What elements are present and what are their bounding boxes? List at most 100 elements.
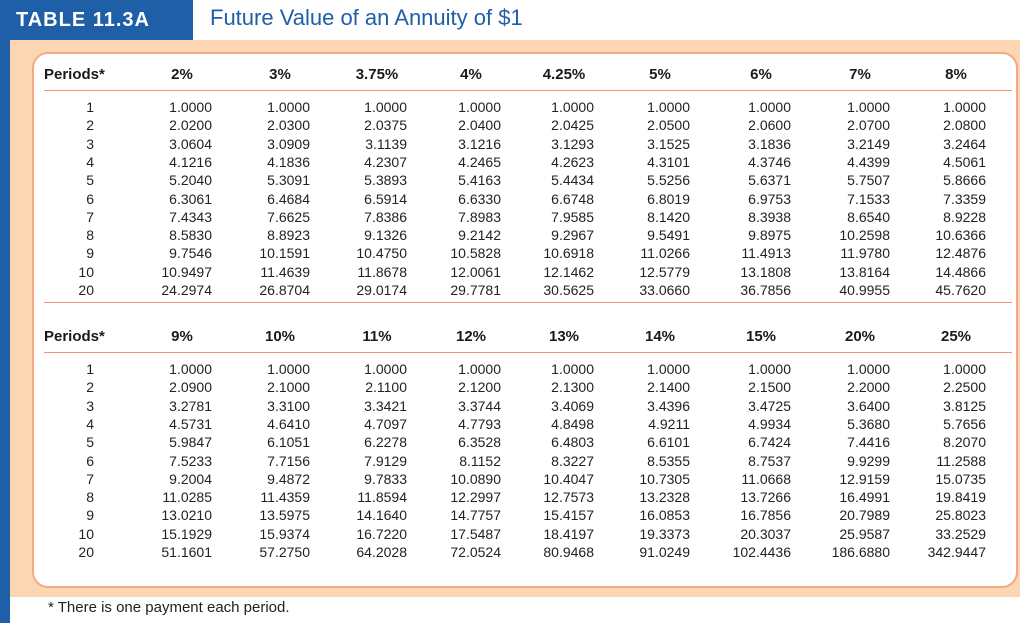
value-cell: 1.0000 — [267, 99, 310, 115]
value-cell: 11.0285 — [162, 489, 212, 506]
value-cell: 3.3100 — [267, 397, 310, 414]
value-cell: 3.0909 — [267, 135, 310, 152]
value-cell: 10.4750 — [356, 245, 407, 262]
value-cell: 3.2781 — [169, 397, 212, 414]
value-cell: 11.0266 — [640, 245, 690, 262]
value-cell: 4.2307 — [364, 153, 407, 170]
value-cell: 2.0300 — [267, 117, 310, 134]
value-cell: 3.3744 — [458, 397, 501, 414]
header: TABLE 11.3A Future Value of an Annuity o… — [0, 0, 1020, 40]
section-rule — [44, 302, 1012, 304]
value-cell: 2.2000 — [847, 379, 890, 396]
value-cell: 6.1051 — [267, 434, 310, 451]
value-cell: 5.2040 — [169, 172, 212, 189]
value-cell: 2.2500 — [943, 379, 986, 396]
value-cell: 7.3359 — [943, 190, 986, 207]
value-cell: 24.2974 — [161, 282, 212, 298]
value-cell: 11.2588 — [936, 452, 986, 469]
value-cell: 7.8983 — [458, 208, 501, 225]
value-cell: 6.7424 — [748, 434, 791, 451]
period-cell: 3 — [86, 397, 94, 414]
table-label: TABLE 11.3A — [0, 0, 193, 40]
value-cell: 3.8125 — [943, 397, 986, 414]
table-container: Periods* 2% 3% 3.75% 4% 4.25% 5% 6% 7% 8% 1 1.0000 1… — [32, 52, 1018, 588]
value-cell: 13.5975 — [259, 507, 310, 524]
value-cell: 26.8704 — [259, 282, 310, 298]
value-cell: 4.9211 — [648, 415, 690, 432]
rate-header: 4.25% — [542, 66, 586, 83]
value-cell: 6.6748 — [551, 190, 594, 207]
value-cell: 11.8594 — [357, 489, 407, 506]
value-cell: 72.0524 — [450, 544, 501, 560]
value-cell: 3.0604 — [169, 135, 212, 152]
value-cell: 13.8164 — [839, 263, 890, 280]
value-cell: 7.1533 — [847, 190, 890, 207]
value-cell: 342.9447 — [927, 544, 986, 560]
value-cell: 12.0061 — [450, 263, 501, 280]
rate-header: 11% — [362, 328, 392, 345]
periods-header: Periods* — [44, 66, 105, 83]
value-cell: 10.5828 — [450, 245, 501, 262]
value-cell: 5.6371 — [748, 172, 791, 189]
value-cell: 4.8498 — [551, 415, 594, 432]
value-cell: 6.6330 — [458, 190, 501, 207]
value-cell: 16.0853 — [639, 507, 690, 524]
value-cell: 11.4359 — [260, 489, 310, 506]
rate-header: 8% — [945, 66, 967, 83]
footnote: * There is one payment each period. — [48, 599, 290, 616]
value-cell: 1.0000 — [943, 99, 986, 115]
value-cell: 4.4399 — [847, 153, 890, 170]
value-cell: 29.0174 — [356, 282, 407, 298]
rate-header: 3% — [269, 66, 291, 83]
value-cell: 4.5061 — [943, 153, 986, 170]
value-cell: 5.3680 — [847, 415, 890, 432]
value-cell: 1.0000 — [364, 99, 407, 115]
period-cell: 10 — [78, 525, 94, 542]
period-cell: 1 — [86, 361, 94, 377]
value-cell: 13.0210 — [161, 507, 212, 524]
rate-header: 25% — [940, 328, 972, 345]
value-cell: 8.2070 — [943, 434, 986, 451]
value-cell: 12.4876 — [935, 245, 986, 262]
left-accent-bar — [0, 40, 10, 623]
value-cell: 9.7546 — [169, 245, 212, 262]
period-cell: 9 — [86, 245, 94, 262]
value-cell: 2.0400 — [458, 117, 501, 134]
value-cell: 10.9497 — [161, 263, 212, 280]
period-cell: 2 — [86, 379, 94, 396]
period-cell: 4 — [86, 153, 94, 170]
value-cell: 12.1462 — [543, 263, 594, 280]
value-cell: 5.8666 — [943, 172, 986, 189]
value-cell: 14.4866 — [935, 263, 986, 280]
value-cell: 14.1640 — [356, 507, 407, 524]
value-cell: 2.0425 — [551, 117, 594, 134]
period-cell: 9 — [86, 507, 94, 524]
value-cell: 64.2028 — [356, 544, 407, 560]
value-cell: 4.6410 — [267, 415, 310, 432]
value-cell: 2.1100 — [365, 379, 407, 396]
value-cell: 3.4725 — [748, 397, 791, 414]
period-cell: 8 — [86, 489, 94, 506]
value-cell: 3.1139 — [365, 135, 407, 152]
value-cell: 25.9587 — [839, 525, 890, 542]
value-cell: 7.9585 — [551, 208, 594, 225]
value-cell: 2.1500 — [748, 379, 791, 396]
table-title: Future Value of an Annuity of $1 — [210, 5, 523, 30]
rate-header: 14% — [644, 328, 676, 345]
value-cell: 17.5487 — [450, 525, 501, 542]
value-cell: 12.2997 — [450, 489, 501, 506]
value-cell: 6.5914 — [364, 190, 407, 207]
value-cell: 6.4803 — [551, 434, 594, 451]
rate-header: 3.75% — [355, 66, 399, 83]
value-cell: 2.1400 — [647, 379, 690, 396]
value-cell: 7.8386 — [364, 208, 407, 225]
value-cell: 3.3421 — [364, 397, 407, 414]
rate-header: 15% — [745, 328, 777, 345]
value-cell: 1.0000 — [847, 361, 890, 377]
value-cell: 9.1326 — [364, 227, 407, 244]
value-cell: 29.7781 — [450, 282, 501, 298]
value-cell: 7.4343 — [169, 208, 212, 225]
table-panel: Periods* 2% 3% 3.75% 4% 4.25% 5% 6% 7% 8% 1 1.0000 1… — [10, 40, 1020, 597]
value-cell: 12.9159 — [839, 470, 890, 487]
value-cell: 10.0890 — [450, 470, 501, 487]
